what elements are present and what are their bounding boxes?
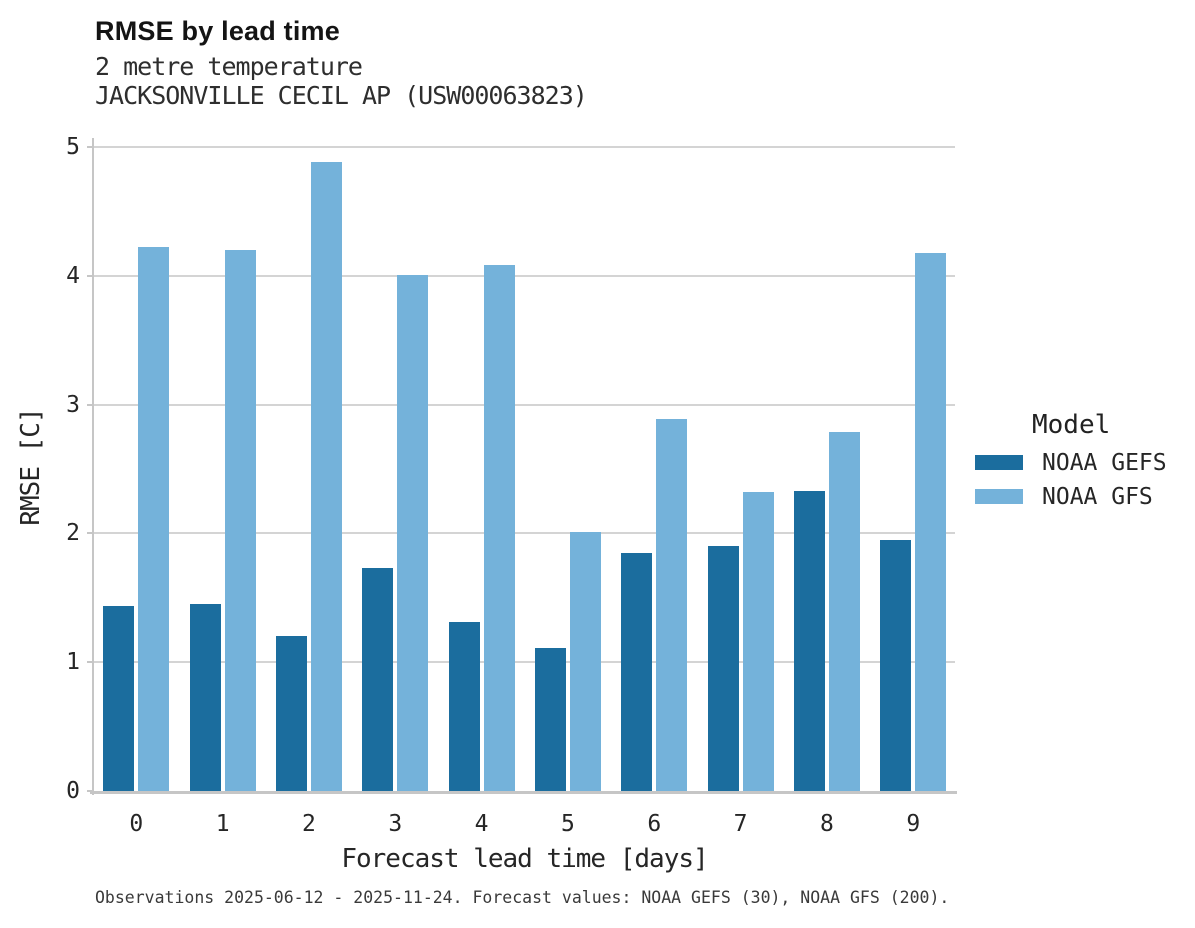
bar-noaa-gfs-lead6 — [656, 418, 688, 791]
y-tick-label-3: 3 — [66, 391, 80, 418]
legend-swatch-noaa-gfs — [975, 489, 1023, 504]
y-axis-title: RMSE [C] — [16, 408, 46, 526]
x-tick-label-4: 4 — [474, 811, 489, 837]
gridline-y-3 — [94, 403, 955, 406]
caption: Observations 2025-06-12 - 2025-11-24. Fo… — [95, 888, 950, 907]
x-tick-label-2: 2 — [302, 811, 316, 837]
x-tick-label-5: 5 — [561, 811, 575, 837]
y-tick-3 — [87, 403, 94, 406]
gridline-y-4 — [94, 274, 955, 277]
legend-title: Model — [1032, 410, 1111, 440]
bar-noaa-gefs-lead2 — [275, 636, 307, 791]
bar-noaa-gfs-lead1 — [224, 250, 256, 791]
y-tick-1 — [87, 661, 94, 664]
x-tick-label-9: 9 — [906, 811, 921, 837]
legend-label-noaa-gefs: NOAA GEFS — [1042, 450, 1167, 476]
chart-subtitle-variable: 2 metre temperature — [95, 52, 363, 81]
plot-area: 0 1 2 3 4 5 0 1 2 3 4 5 6 7 8 9 — [66, 134, 957, 837]
y-tick-4 — [87, 274, 94, 277]
bar-noaa-gefs-lead8 — [793, 490, 825, 791]
y-tick-2 — [87, 532, 94, 535]
y-tick-label-4: 4 — [66, 262, 80, 289]
bar-noaa-gfs-lead3 — [397, 274, 429, 791]
x-axis-line — [90, 791, 957, 794]
y-tick-label-2: 2 — [66, 520, 80, 547]
bar-noaa-gfs-lead8 — [828, 431, 860, 791]
x-tick-label-6: 6 — [647, 811, 662, 837]
bar-noaa-gfs-lead7 — [742, 492, 774, 791]
bar-noaa-gfs-lead9 — [915, 252, 947, 791]
chart-subtitle-station: JACKSONVILLE CECIL AP (USW00063823) — [95, 81, 588, 110]
bar-noaa-gfs-lead4 — [483, 265, 515, 791]
x-tick-label-3: 3 — [388, 811, 403, 837]
bar-noaa-gfs-lead0 — [138, 247, 170, 791]
x-tick-label-0: 0 — [129, 811, 144, 837]
gridline-y-5 — [94, 146, 955, 148]
bar-noaa-gfs-lead5 — [569, 532, 601, 791]
gridline-y-1 — [94, 661, 955, 664]
bar-noaa-gefs-lead1 — [189, 604, 221, 791]
gridline-y-2 — [94, 532, 955, 535]
bar-noaa-gefs-lead9 — [880, 539, 912, 791]
x-tick-label-8: 8 — [820, 811, 834, 837]
bar-noaa-gefs-lead6 — [621, 552, 653, 791]
bar-noaa-gefs-lead0 — [103, 605, 135, 791]
y-axis-line — [92, 138, 94, 795]
y-tick-5 — [87, 146, 94, 148]
x-tick-label-7: 7 — [733, 811, 748, 837]
y-tick-label-1: 1 — [66, 649, 80, 676]
y-tick-0 — [87, 790, 94, 792]
bar-noaa-gefs-lead7 — [707, 546, 739, 791]
legend-swatch-noaa-gefs — [975, 455, 1023, 470]
bar-noaa-gfs-lead2 — [310, 162, 342, 791]
y-tick-label-0: 0 — [66, 778, 80, 804]
x-axis-title: Forecast lead time [days] — [341, 844, 708, 874]
bar-noaa-gefs-lead3 — [362, 568, 394, 791]
x-tick-label-1: 1 — [215, 811, 230, 837]
bar-noaa-gefs-lead5 — [534, 648, 566, 791]
bar-noaa-gefs-lead4 — [448, 622, 480, 791]
chart-title: RMSE by lead time — [95, 16, 340, 46]
legend-label-noaa-gfs: NOAA GFS — [1042, 484, 1153, 510]
y-tick-label-5: 5 — [66, 134, 80, 160]
